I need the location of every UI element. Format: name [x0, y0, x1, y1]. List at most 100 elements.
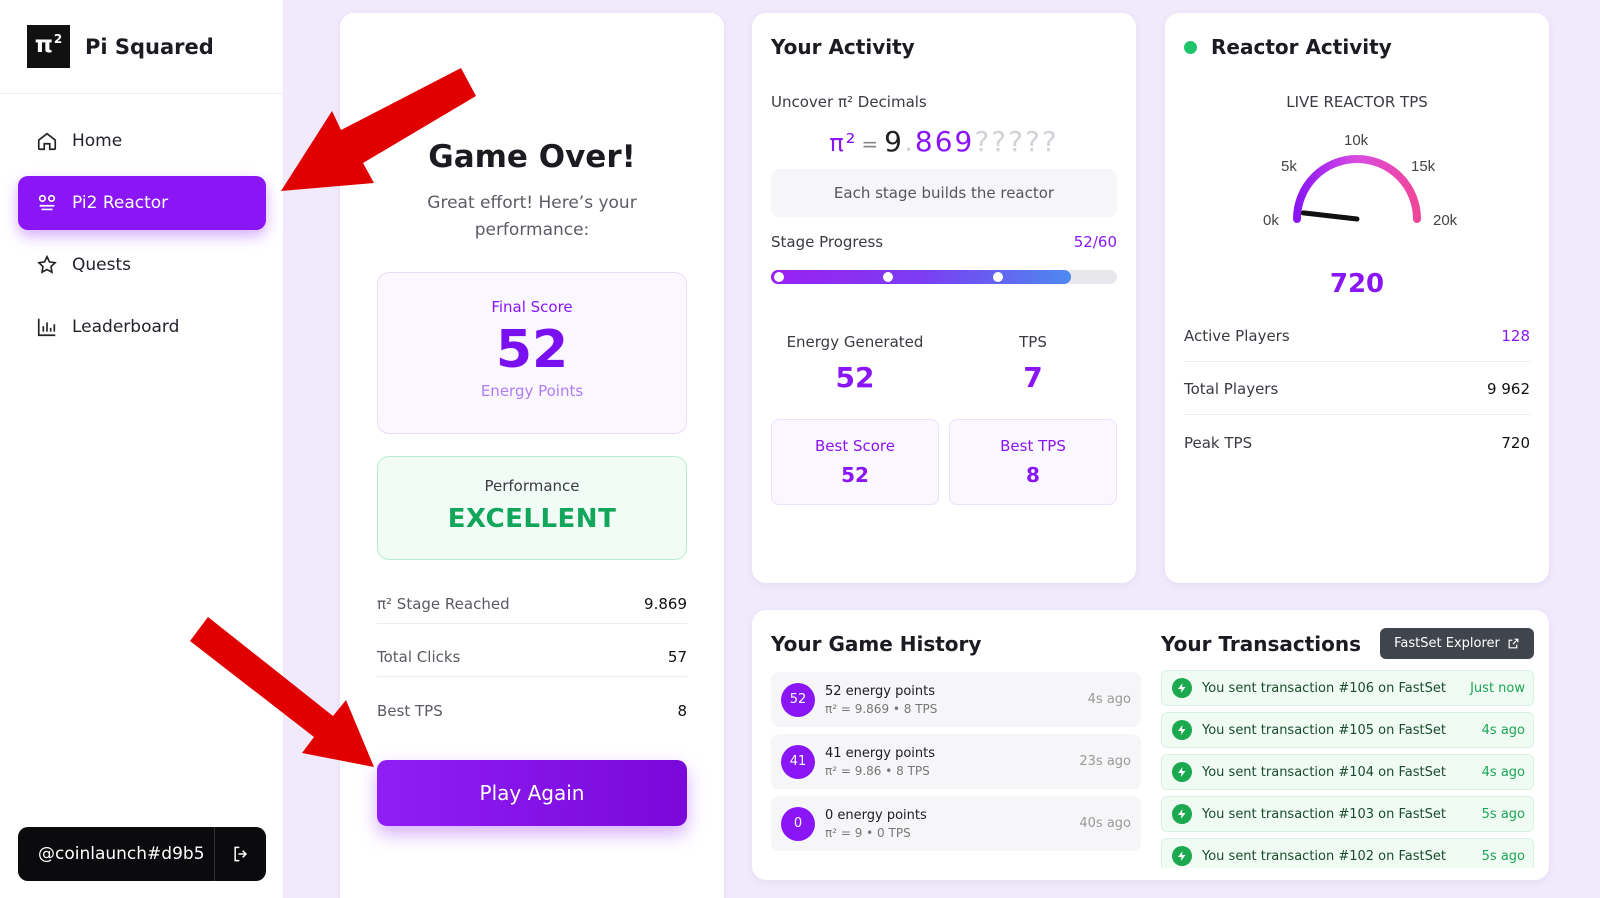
transaction-item[interactable]: You sent transaction #105 on FastSet 4s … [1161, 712, 1534, 748]
history-transactions-card: Your Game History 52 52 energy points π²… [752, 610, 1549, 880]
history-item[interactable]: 0 0 energy points π² = 9 • 0 TPS 40s ago [771, 796, 1141, 851]
game-history-title: Your Game History [771, 632, 982, 656]
row-value: 128 [1501, 326, 1530, 345]
progress-marker [774, 272, 784, 282]
sidebar-item-label: Quests [72, 255, 131, 275]
history-item[interactable]: 52 52 energy points π² = 9.869 • 8 TPS 4… [771, 672, 1141, 727]
history-item[interactable]: 41 41 energy points π² = 9.86 • 8 TPS 23… [771, 734, 1141, 789]
history-sub: π² = 9 • 0 TPS [825, 825, 911, 840]
transaction-time: 5s ago [1481, 848, 1525, 864]
energy-generated-value: 52 [835, 361, 875, 394]
history-score-badge: 52 [781, 682, 815, 717]
history-main: 52 energy points [825, 683, 936, 699]
reactor-tps-gauge: 0k 5k 10k 15k 20k [1263, 132, 1458, 229]
user-handle: @coinlaunch#d9b5 [38, 844, 205, 864]
play-again-button[interactable]: Play Again [377, 760, 687, 826]
pi-decimals: 869 [914, 125, 975, 158]
sidebar-item-leaderboard[interactable]: Leaderboard [18, 300, 266, 354]
sidebar-item-quests[interactable]: Quests [18, 238, 266, 292]
stage-progress-bar [771, 270, 1117, 284]
pi-dot: . [904, 125, 915, 158]
history-main: 0 energy points [825, 807, 927, 823]
row-label: Total Players [1184, 379, 1279, 398]
bar-chart-icon [37, 318, 56, 337]
live-reactor-tps-label: LIVE REACTOR TPS [1286, 93, 1428, 111]
stat-value: 9.869 [644, 594, 687, 613]
final-score-box: Final Score 52 Energy Points [377, 272, 687, 434]
transaction-text: You sent transaction #104 on FastSet [1202, 764, 1446, 780]
gauge-tick-label: 5k [1281, 158, 1297, 175]
gauge-tick-label: 15k [1411, 158, 1436, 175]
tps-value: 7 [1023, 361, 1043, 394]
reactor-activity-card: Reactor Activity LIVE REACTOR TPS 0k 5k … [1165, 13, 1549, 583]
transaction-item[interactable]: You sent transaction #103 on FastSet 5s … [1161, 796, 1534, 832]
progress-marker [883, 272, 893, 282]
stat-label: π² Stage Reached [377, 594, 510, 613]
history-text: 41 energy points π² = 9.86 • 8 TPS [825, 746, 1079, 778]
transaction-time: Just now [1470, 680, 1525, 696]
transaction-item[interactable]: You sent transaction #104 on FastSet 4s … [1161, 754, 1534, 790]
stat-row-clicks: Total Clicks 57 [377, 637, 687, 677]
final-score-value: 52 [495, 320, 569, 380]
pi-unknown-digits: ????? [974, 125, 1059, 158]
lightning-icon [1172, 846, 1192, 866]
stage-progress-label: Stage Progress [771, 233, 884, 251]
gauge-tick-label: 20k [1433, 212, 1458, 229]
activity-title: Your Activity [771, 35, 915, 59]
history-main: 41 energy points [825, 745, 936, 761]
reactor-tps-value: 720 [1329, 269, 1385, 299]
fastset-explorer-button[interactable]: FastSet Explorer [1380, 628, 1534, 659]
transaction-text: You sent transaction #105 on FastSet [1202, 722, 1446, 738]
lightning-icon [1172, 762, 1192, 782]
transactions-title: Your Transactions [1161, 632, 1362, 656]
best-score-box: Best Score 52 [771, 419, 939, 505]
transaction-time: 5s ago [1481, 806, 1525, 822]
history-text: 0 energy points π² = 9 • 0 TPS [825, 808, 1079, 840]
history-sub: π² = 9.869 • 8 TPS [825, 701, 938, 716]
star-icon [37, 254, 57, 274]
history-time: 23s ago [1079, 754, 1131, 769]
game-over-title: Game Over! [428, 139, 636, 175]
your-activity-card: Your Activity Uncover π² Decimals π² = 9.8… [752, 13, 1136, 583]
game-over-subtitle: Great effort! Here’s your performance: [427, 193, 637, 240]
stage-progress-value: 52/60 [1073, 233, 1117, 251]
transaction-item[interactable]: You sent transaction #106 on FastSet Jus… [1161, 670, 1534, 706]
gauge-needle [1300, 210, 1360, 222]
stat-value: 57 [667, 647, 687, 666]
reactor-icon [38, 194, 56, 211]
gauge-arc [1293, 155, 1421, 223]
sidebar-item-label: Home [72, 131, 123, 151]
history-text: 52 energy points π² = 9.869 • 8 TPS [825, 684, 1088, 716]
lightning-icon [1172, 678, 1192, 698]
transaction-text: You sent transaction #106 on FastSet [1202, 680, 1446, 696]
transaction-item[interactable]: You sent transaction #102 on FastSet 5s … [1161, 838, 1534, 868]
transaction-time: 4s ago [1481, 764, 1525, 780]
history-time: 4s ago [1087, 692, 1131, 707]
lightning-icon [1172, 804, 1192, 824]
user-account-bar[interactable]: @coinlaunch#d9b5 [18, 827, 266, 881]
best-tps-box: Best TPS 8 [949, 419, 1117, 505]
transaction-text: You sent transaction #103 on FastSet [1202, 806, 1446, 822]
final-score-label: Final Score [491, 298, 573, 316]
stat-label: Best TPS [377, 702, 443, 720]
transactions-list[interactable]: You sent transaction #106 on FastSet Jus… [1161, 670, 1534, 868]
live-status-dot [1184, 41, 1197, 54]
row-label: Active Players [1184, 326, 1290, 345]
sidebar-item-pi2-reactor[interactable]: Pi2 Reactor [18, 176, 266, 230]
reactor-activity-title: Reactor Activity [1211, 35, 1392, 59]
lightning-icon [1172, 720, 1192, 740]
uncover-decimals-label: Uncover π² Decimals [771, 93, 927, 111]
transaction-time: 4s ago [1481, 722, 1525, 738]
tps-label: TPS [1019, 333, 1047, 351]
pi-decimals-display: π² = 9.869????? [752, 125, 1136, 158]
history-sub: π² = 9.86 • 8 TPS [825, 763, 930, 778]
stat-label: Total Clicks [377, 647, 461, 666]
logout-button[interactable] [214, 827, 266, 881]
external-link-icon [1508, 638, 1519, 649]
sidebar-item-home[interactable]: Home [18, 114, 266, 168]
best-score-value: 52 [841, 463, 869, 487]
pi-symbol: π² [829, 129, 858, 157]
sidebar-item-label: Pi2 Reactor [72, 193, 169, 213]
